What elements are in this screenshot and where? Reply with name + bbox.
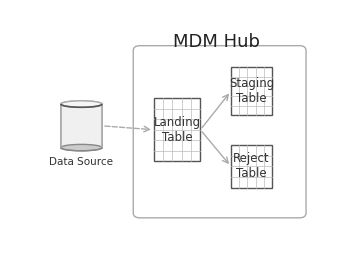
Bar	[61, 104, 102, 148]
FancyBboxPatch shape	[133, 46, 306, 218]
Text: MDM Hub: MDM Hub	[174, 33, 260, 51]
Ellipse shape	[61, 144, 102, 151]
Text: Reject
Table: Reject Table	[233, 152, 270, 180]
Bar	[231, 145, 272, 188]
Text: Data Source: Data Source	[49, 158, 114, 168]
Bar	[231, 67, 272, 115]
Bar	[154, 98, 200, 161]
Ellipse shape	[61, 101, 102, 107]
Text: Staging
Table: Staging Table	[229, 77, 274, 105]
Text: Landing
Table: Landing Table	[154, 116, 201, 144]
Bar	[61, 104, 102, 148]
Ellipse shape	[61, 101, 102, 107]
